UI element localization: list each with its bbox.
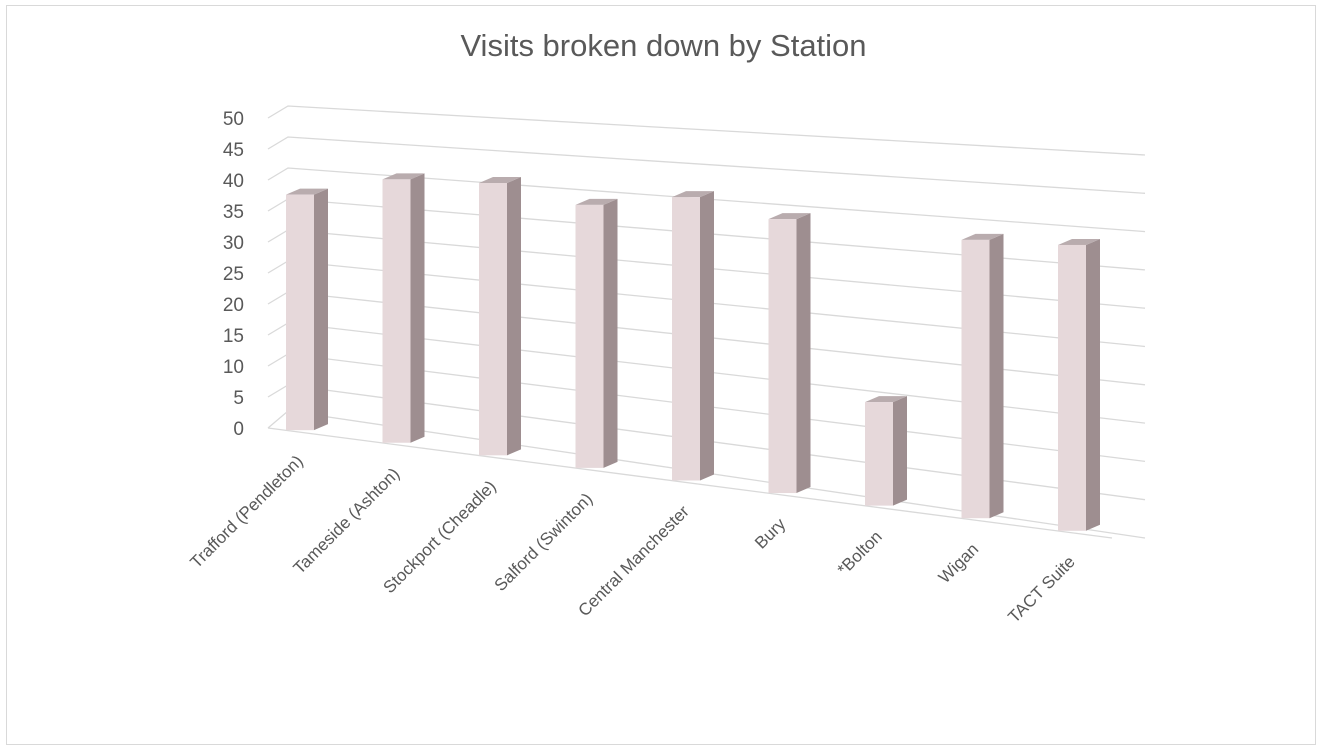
x-tick-label: Wigan	[935, 540, 983, 588]
x-tick-label: Bury	[751, 514, 790, 553]
bar	[768, 213, 811, 494]
bar	[575, 198, 618, 468]
y-tick-label: 20	[223, 295, 244, 316]
x-tick-label: Salford (Swinton)	[491, 489, 597, 595]
bar	[865, 396, 907, 506]
y-tick-label: 45	[223, 140, 244, 161]
x-tick-label: Stockport (Cheadle)	[379, 477, 499, 597]
x-tick-label: Tameside (Ashton)	[290, 464, 404, 578]
x-axis-ticks: Trafford (Pendleton)Tameside (Ashton)Sto…	[186, 452, 1078, 627]
chart-title: Visits broken down by Station	[460, 28, 867, 63]
x-tick-label: Central Manchester	[574, 502, 693, 621]
bars	[286, 173, 1100, 531]
y-tick-label: 25	[223, 264, 244, 285]
bar	[479, 177, 521, 456]
bar	[286, 188, 328, 431]
bar	[382, 173, 425, 443]
floor-edge	[267, 427, 1113, 539]
x-tick-label: Trafford (Pendleton)	[186, 452, 306, 572]
y-tick-label: 10	[223, 357, 244, 378]
y-tick-label: 50	[223, 109, 244, 130]
bar	[1058, 238, 1100, 531]
x-tick-label: TACT Suite	[1004, 552, 1078, 626]
y-tick-label: 30	[223, 233, 244, 254]
y-tick-label: 15	[223, 326, 244, 347]
x-tick-label: *Bolton	[834, 527, 886, 579]
bar	[672, 191, 714, 481]
gridline	[267, 136, 1146, 194]
gridline	[267, 167, 1146, 233]
gridline	[267, 105, 1146, 156]
y-axis-ticks: 0 5 10 15 20 25 30 35 40 45 50	[223, 109, 244, 440]
y-tick-label: 35	[223, 202, 244, 223]
y-tick-label: 40	[223, 171, 244, 192]
bar	[961, 233, 1004, 519]
y-tick-label: 0	[233, 419, 244, 440]
y-tick-label: 5	[233, 388, 244, 409]
